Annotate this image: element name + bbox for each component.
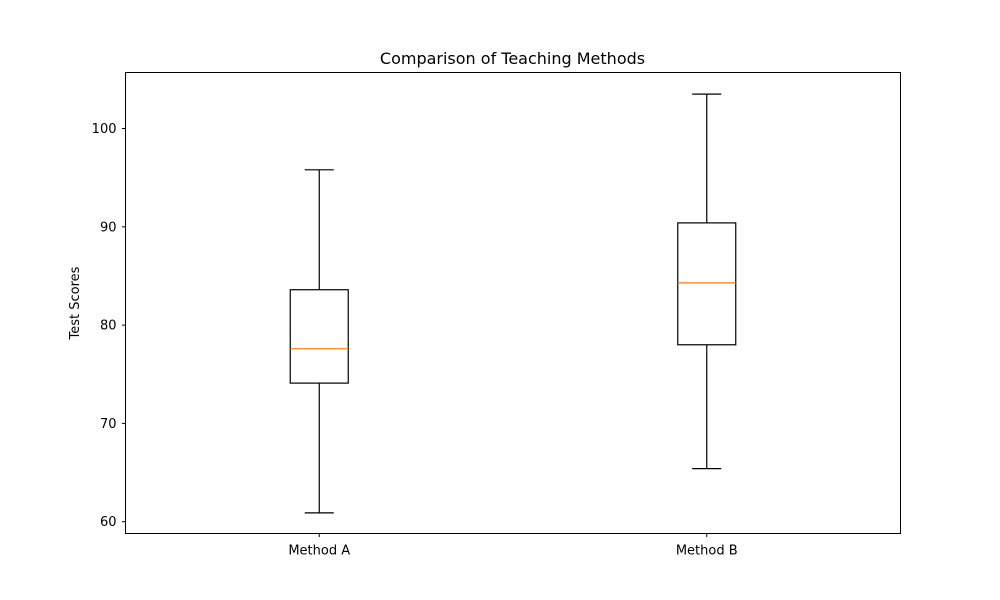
plot-marks: 60 70 80 90 100 Method A Method B	[92, 93, 738, 559]
chart-title: Comparison of Teaching Methods	[380, 49, 645, 68]
box-iqr	[289, 289, 349, 384]
x-tick-label: Method B	[676, 544, 738, 559]
y-tick-label: 80	[100, 319, 117, 334]
y-tick-label: 90	[100, 220, 117, 235]
x-tick-label: Method A	[288, 544, 350, 559]
box-iqr	[677, 222, 737, 346]
y-tick-label: 100	[92, 122, 117, 137]
y-axis-label: Test Scores	[68, 266, 83, 340]
plot-area-frame	[125, 72, 901, 534]
y-tick-label: 60	[100, 515, 117, 530]
y-tick-label: 70	[100, 417, 117, 432]
